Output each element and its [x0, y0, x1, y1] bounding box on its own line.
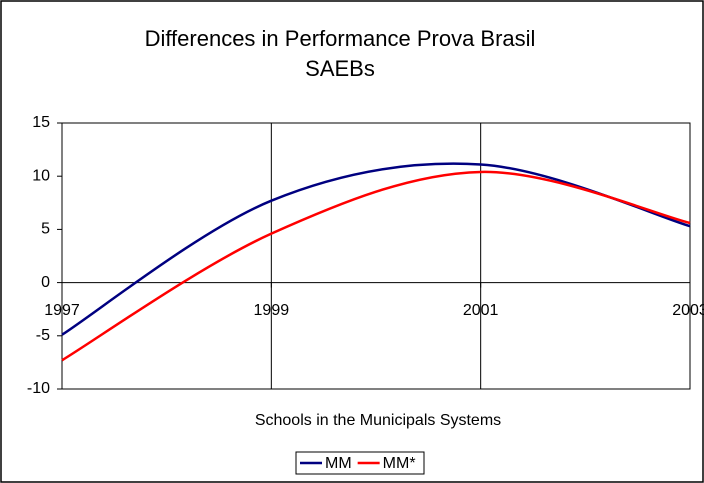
y-tick-label: 15 — [32, 114, 50, 131]
legend-label: MM* — [383, 455, 416, 472]
x-tick-label: 1999 — [254, 302, 290, 319]
legend-label: MM — [325, 455, 352, 472]
x-tick-label: 2001 — [463, 302, 499, 319]
y-tick-label: -5 — [36, 327, 50, 344]
chart-subtitle: SAEBs — [305, 56, 375, 81]
x-tick-label: 2003 — [672, 302, 704, 319]
y-tick-label: 10 — [32, 167, 50, 184]
y-tick-label: -10 — [27, 380, 50, 397]
x-axis-label: Schools in the Municipals Systems — [255, 412, 501, 429]
plot-area — [61, 122, 691, 390]
chart-title: Differences in Performance Prova Brasil — [145, 26, 536, 51]
y-tick-label: 0 — [41, 274, 50, 291]
x-tick-label: 1997 — [44, 302, 80, 319]
y-tick-label: 5 — [41, 221, 50, 238]
series-line — [61, 170, 691, 362]
